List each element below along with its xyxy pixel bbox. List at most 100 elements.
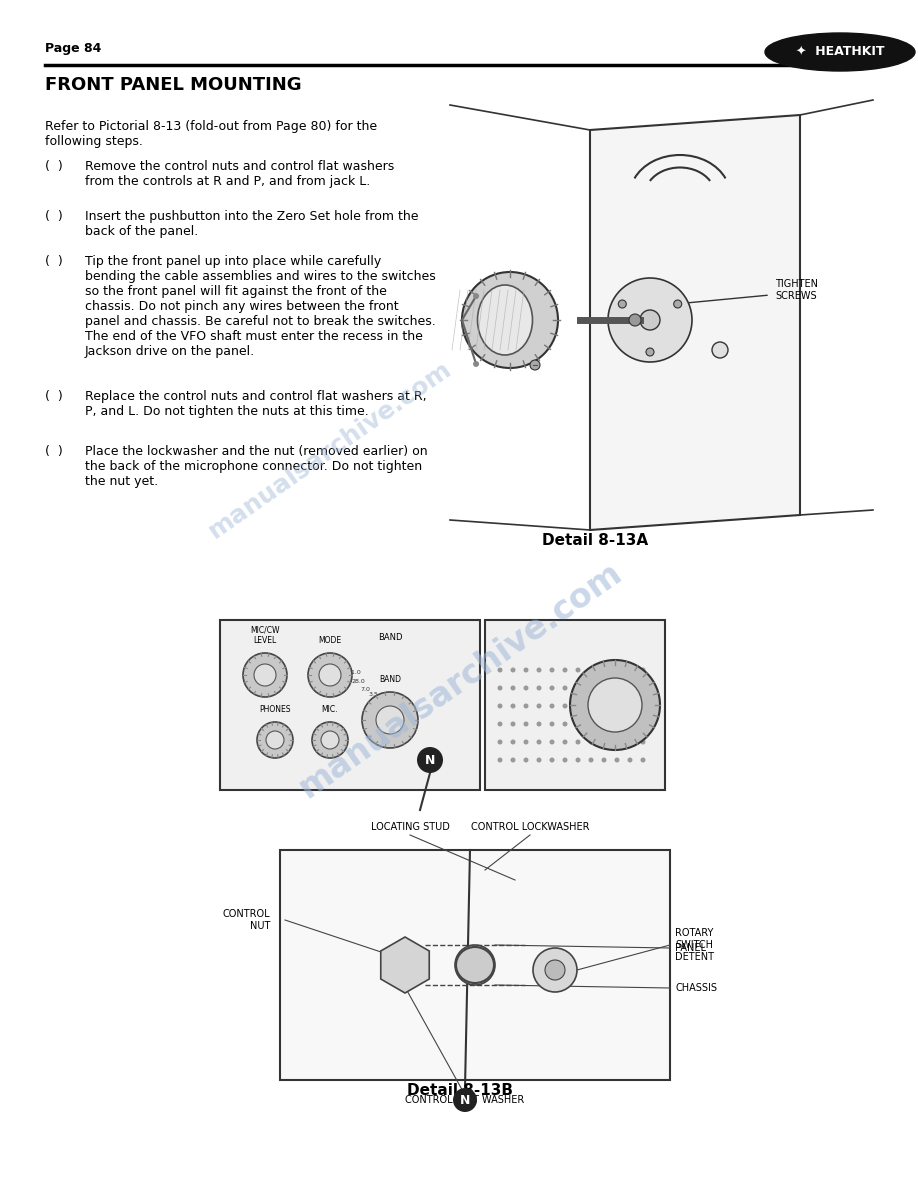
Circle shape bbox=[619, 301, 626, 308]
Text: (  ): ( ) bbox=[45, 160, 62, 173]
Text: (  ): ( ) bbox=[45, 255, 62, 268]
Circle shape bbox=[321, 731, 339, 748]
Circle shape bbox=[257, 722, 293, 758]
Circle shape bbox=[640, 310, 660, 330]
Circle shape bbox=[628, 685, 633, 690]
Circle shape bbox=[629, 314, 641, 326]
Circle shape bbox=[601, 685, 607, 690]
Circle shape bbox=[510, 721, 516, 727]
Text: Page 84: Page 84 bbox=[45, 42, 101, 55]
Circle shape bbox=[628, 758, 633, 763]
Circle shape bbox=[628, 703, 633, 708]
Circle shape bbox=[523, 668, 529, 672]
Circle shape bbox=[576, 758, 580, 763]
Circle shape bbox=[530, 360, 540, 369]
Circle shape bbox=[614, 685, 620, 690]
Text: TIGHTEN
SCREWS: TIGHTEN SCREWS bbox=[775, 279, 818, 301]
Circle shape bbox=[628, 739, 633, 745]
Circle shape bbox=[641, 739, 645, 745]
Circle shape bbox=[563, 739, 567, 745]
Text: (  ): ( ) bbox=[45, 446, 62, 459]
Text: Remove the control nuts and control flat washers
from the controls at R and P, a: Remove the control nuts and control flat… bbox=[85, 160, 394, 188]
Circle shape bbox=[628, 721, 633, 727]
Text: N: N bbox=[425, 753, 435, 766]
Text: FRONT PANEL MOUNTING: FRONT PANEL MOUNTING bbox=[45, 76, 302, 94]
Circle shape bbox=[523, 721, 529, 727]
Circle shape bbox=[641, 668, 645, 672]
Circle shape bbox=[550, 685, 554, 690]
Circle shape bbox=[308, 653, 352, 697]
Circle shape bbox=[523, 685, 529, 690]
FancyBboxPatch shape bbox=[280, 849, 670, 1080]
Text: (  ): ( ) bbox=[45, 210, 62, 223]
Circle shape bbox=[510, 685, 516, 690]
Circle shape bbox=[576, 668, 580, 672]
Circle shape bbox=[601, 739, 607, 745]
Circle shape bbox=[588, 668, 594, 672]
Circle shape bbox=[536, 703, 542, 708]
Circle shape bbox=[533, 948, 577, 992]
Text: BAND: BAND bbox=[377, 633, 402, 643]
Text: ROTARY
SWITCH
DETENT: ROTARY SWITCH DETENT bbox=[675, 928, 714, 962]
Circle shape bbox=[576, 703, 580, 708]
Circle shape bbox=[641, 685, 645, 690]
Circle shape bbox=[453, 1088, 477, 1112]
Text: PANEL: PANEL bbox=[675, 943, 706, 953]
Circle shape bbox=[614, 721, 620, 727]
Text: 21.0: 21.0 bbox=[347, 670, 361, 676]
Text: N: N bbox=[460, 1093, 470, 1106]
Circle shape bbox=[536, 721, 542, 727]
Circle shape bbox=[588, 703, 594, 708]
Circle shape bbox=[550, 703, 554, 708]
Circle shape bbox=[536, 668, 542, 672]
Circle shape bbox=[510, 703, 516, 708]
Text: Refer to Pictorial 8-13 (fold-out from Page 80) for the
following steps.: Refer to Pictorial 8-13 (fold-out from P… bbox=[45, 120, 377, 148]
Circle shape bbox=[563, 668, 567, 672]
Circle shape bbox=[498, 739, 502, 745]
Text: Place the lockwasher and the nut (removed earlier) on
the back of the microphone: Place the lockwasher and the nut (remove… bbox=[85, 446, 428, 488]
Circle shape bbox=[510, 758, 516, 763]
Circle shape bbox=[319, 664, 341, 685]
FancyBboxPatch shape bbox=[220, 620, 480, 790]
Text: ✦  HEATHKIT: ✦ HEATHKIT bbox=[796, 45, 884, 58]
Text: Replace the control nuts and control flat washers at R,
P, and L. Do not tighten: Replace the control nuts and control fla… bbox=[85, 390, 427, 418]
Ellipse shape bbox=[765, 33, 915, 71]
Circle shape bbox=[563, 685, 567, 690]
Circle shape bbox=[312, 722, 348, 758]
Text: manualsarchive.com: manualsarchive.com bbox=[292, 556, 628, 804]
Text: CONTROL LOCKWASHER: CONTROL LOCKWASHER bbox=[471, 822, 589, 832]
Circle shape bbox=[510, 668, 516, 672]
Text: MIC/CW
LEVEL: MIC/CW LEVEL bbox=[251, 626, 280, 645]
Circle shape bbox=[455, 944, 495, 985]
Circle shape bbox=[462, 272, 558, 368]
Circle shape bbox=[473, 293, 479, 299]
Circle shape bbox=[498, 758, 502, 763]
Circle shape bbox=[254, 664, 276, 685]
Polygon shape bbox=[590, 115, 800, 530]
Circle shape bbox=[588, 678, 642, 732]
Text: Insert the pushbutton into the Zero Set hole from the
back of the panel.: Insert the pushbutton into the Zero Set … bbox=[85, 210, 419, 238]
Text: MODE: MODE bbox=[319, 636, 341, 645]
Circle shape bbox=[563, 703, 567, 708]
Text: Detail 8-13B: Detail 8-13B bbox=[407, 1083, 513, 1098]
Circle shape bbox=[576, 685, 580, 690]
Circle shape bbox=[563, 758, 567, 763]
Circle shape bbox=[608, 278, 692, 362]
Text: CHASSIS: CHASSIS bbox=[675, 982, 717, 993]
Circle shape bbox=[576, 721, 580, 727]
Circle shape bbox=[641, 703, 645, 708]
Text: CONTROL FLAT WASHER: CONTROL FLAT WASHER bbox=[406, 1095, 524, 1105]
Circle shape bbox=[588, 685, 594, 690]
Polygon shape bbox=[381, 937, 430, 993]
Circle shape bbox=[536, 685, 542, 690]
Circle shape bbox=[550, 758, 554, 763]
Circle shape bbox=[674, 301, 682, 308]
Circle shape bbox=[266, 731, 284, 748]
Circle shape bbox=[510, 739, 516, 745]
Ellipse shape bbox=[477, 285, 532, 355]
Circle shape bbox=[362, 691, 418, 748]
Circle shape bbox=[383, 943, 427, 987]
Circle shape bbox=[614, 668, 620, 672]
Circle shape bbox=[601, 758, 607, 763]
Text: PHONES: PHONES bbox=[259, 704, 291, 714]
